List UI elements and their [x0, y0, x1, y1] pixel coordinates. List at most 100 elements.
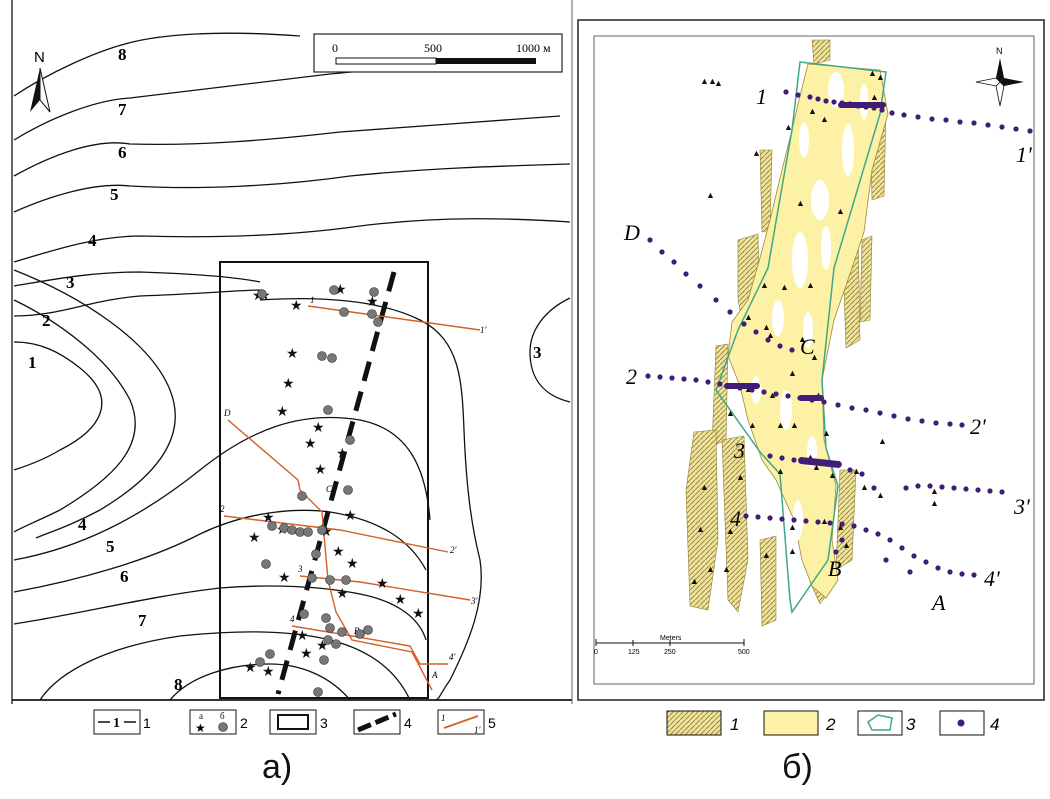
- svg-text:★: ★: [366, 295, 379, 310]
- svg-text:▲: ▲: [736, 472, 745, 482]
- svg-text:1: 1: [143, 715, 151, 731]
- svg-text:▲: ▲: [788, 368, 797, 378]
- svg-text:▲: ▲: [828, 470, 837, 480]
- legend-b: 1 2 3 4: [666, 710, 999, 736]
- north-arrow-icon: N: [30, 49, 51, 113]
- svg-text:▲: ▲: [788, 522, 797, 532]
- contract-area-outline: [715, 61, 887, 614]
- svg-text:4: 4: [404, 715, 412, 731]
- panel-a-map: 8 7 6 5 4 3 2 1 3 4 5 6 7 8 N 0 500: [11, 0, 573, 704]
- svg-text:▲: ▲: [762, 550, 771, 560]
- svg-text:▲: ▲: [820, 114, 829, 124]
- svg-text:3': 3': [1013, 494, 1030, 519]
- svg-text:D: D: [623, 220, 640, 245]
- svg-text:▲: ▲: [930, 486, 939, 496]
- caption-panel-a: а): [262, 748, 293, 786]
- svg-text:★: ★: [394, 593, 407, 608]
- svg-text:▲: ▲: [930, 498, 939, 508]
- svg-text:2: 2: [220, 504, 225, 514]
- svg-text:1: 1: [730, 715, 739, 734]
- svg-text:4: 4: [290, 614, 295, 624]
- svg-text:0: 0: [332, 41, 338, 55]
- svg-text:б: б: [220, 711, 225, 721]
- svg-text:▲: ▲: [806, 280, 815, 290]
- svg-text:★: ★: [262, 665, 275, 680]
- contour-label: 6: [118, 143, 127, 162]
- svg-text:A: A: [930, 590, 946, 615]
- svg-text:Meters: Meters: [660, 635, 682, 642]
- svg-text:3': 3': [470, 596, 479, 606]
- svg-text:▲: ▲: [790, 420, 799, 430]
- svg-text:▲: ▲: [780, 282, 789, 292]
- svg-text:A: A: [431, 670, 438, 680]
- svg-text:★: ★: [296, 629, 309, 644]
- svg-text:2: 2: [626, 364, 637, 389]
- contour-label: 8: [118, 45, 127, 64]
- panel-b-map: ▲ ▲▲ ▲ ▲▲ ▲▲▲ ▲▲▲ ▲▲ ▲ ▲▲▲ ▲ ▲▲ ▲▲ ▲ ▲ ▲ ▲ ▲▲ ▲ …: [577, 19, 1045, 701]
- svg-text:▲: ▲: [836, 522, 845, 532]
- svg-text:▲: ▲: [868, 68, 877, 78]
- contour-label: 6: [120, 567, 129, 586]
- meters-scale-bar: Meters 0 125 250 500: [594, 635, 750, 656]
- svg-text:3: 3: [320, 715, 328, 731]
- svg-text:▲: ▲: [784, 122, 793, 132]
- svg-text:1': 1': [474, 725, 482, 735]
- svg-text:N: N: [34, 49, 45, 66]
- svg-text:4': 4': [984, 566, 1000, 591]
- svg-text:▲: ▲: [836, 206, 845, 216]
- svg-text:▲: ▲: [820, 516, 829, 526]
- svg-text:★: ★: [346, 557, 359, 572]
- profile-dots: [645, 89, 1033, 578]
- svg-text:C: C: [326, 484, 333, 494]
- svg-text:2: 2: [240, 715, 248, 731]
- contour-label: 2: [42, 311, 51, 330]
- svg-text:▲: ▲: [760, 280, 769, 290]
- svg-text:▲: ▲: [878, 436, 887, 446]
- svg-text:▲: ▲: [870, 92, 879, 102]
- svg-text:▲: ▲: [776, 466, 785, 476]
- svg-text:N: N: [996, 46, 1003, 56]
- svg-text:▲: ▲: [876, 72, 885, 82]
- contour-label: 4: [78, 515, 87, 534]
- svg-text:▲: ▲: [860, 482, 869, 492]
- svg-text:▲: ▲: [690, 576, 699, 586]
- svg-text:▲: ▲: [776, 420, 785, 430]
- contour-label: 3: [66, 273, 75, 292]
- svg-text:3: 3: [297, 564, 303, 574]
- svg-text:▲: ▲: [708, 76, 717, 86]
- svg-text:▲: ▲: [706, 564, 715, 574]
- svg-text:★: ★: [312, 421, 325, 436]
- scale-bar: 0 500 1000 м: [313, 33, 563, 73]
- svg-text:▲: ▲: [762, 322, 771, 332]
- profile-labels-b: 1 1' D C 2 2' 3 3' 4 4' B A: [623, 84, 1032, 615]
- svg-text:4': 4': [449, 652, 457, 662]
- contour-label: 4: [88, 231, 97, 250]
- svg-text:▲: ▲: [876, 490, 885, 500]
- svg-text:1': 1': [1016, 142, 1032, 167]
- svg-text:B: B: [828, 556, 841, 581]
- svg-text:▲: ▲: [726, 408, 735, 418]
- contour-label: 5: [110, 185, 119, 204]
- svg-text:1': 1': [480, 325, 488, 335]
- svg-text:▲: ▲: [822, 428, 831, 438]
- svg-text:★: ★: [336, 587, 349, 602]
- svg-text:▲: ▲: [812, 462, 821, 472]
- contour-label: 3: [533, 343, 542, 362]
- svg-text:★: ★: [195, 721, 206, 735]
- svg-text:★: ★: [336, 447, 349, 462]
- svg-text:▲: ▲: [714, 78, 723, 88]
- contour-labels: 8 7 6 5 4 3 2 1 3 4 5 6 7 8: [28, 45, 542, 694]
- svg-text:▲: ▲: [700, 76, 709, 86]
- contour-label: 7: [138, 611, 147, 630]
- svg-text:C: C: [800, 334, 815, 359]
- svg-text:1: 1: [441, 713, 446, 723]
- svg-text:▲: ▲: [766, 330, 775, 340]
- svg-text:1: 1: [756, 84, 767, 109]
- svg-text:★: ★: [278, 571, 291, 586]
- svg-text:▲: ▲: [744, 312, 753, 322]
- svg-text:★: ★: [314, 463, 327, 478]
- svg-text:▲: ▲: [842, 540, 851, 550]
- svg-text:4: 4: [730, 506, 741, 531]
- contour-label: 7: [118, 100, 127, 119]
